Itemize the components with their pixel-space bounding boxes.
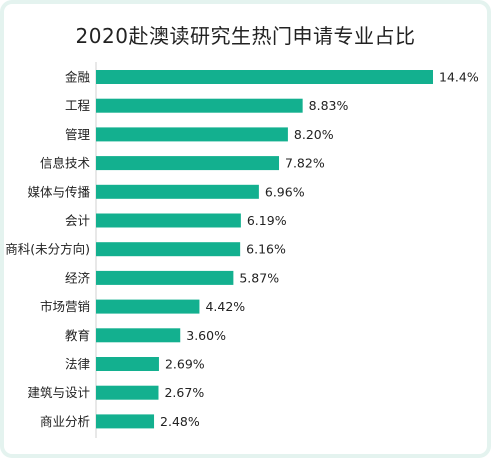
- data-label: 2.69%: [165, 357, 205, 372]
- category-label: 管理: [65, 127, 91, 142]
- bar: [96, 127, 288, 142]
- data-label: 6.96%: [265, 184, 305, 199]
- category-label: 工程: [65, 98, 91, 113]
- data-label: 2.48%: [160, 414, 200, 429]
- category-label: 市场营销: [40, 299, 90, 314]
- data-label: 8.83%: [309, 98, 349, 113]
- category-label: 金融: [65, 70, 91, 85]
- category-label: 建筑与设计: [27, 385, 90, 400]
- bar: [96, 414, 155, 429]
- data-label: 3.60%: [186, 328, 226, 343]
- data-label: 7.82%: [285, 156, 325, 171]
- category-label: 会计: [65, 213, 90, 228]
- bar: [96, 299, 200, 314]
- data-label: 6.19%: [247, 213, 287, 228]
- bar: [96, 70, 433, 84]
- category-label: 媒体与传播: [27, 184, 90, 199]
- bar: [96, 385, 159, 400]
- category-label: 商业分析: [40, 414, 90, 429]
- bar: [96, 156, 280, 171]
- category-label: 法律: [65, 357, 90, 372]
- category-label: 信息技术: [40, 156, 91, 171]
- data-label: 14.4%: [439, 70, 479, 85]
- category-label: 商科(未分方向): [5, 242, 90, 257]
- bar: [96, 270, 234, 285]
- bar: [96, 98, 303, 113]
- data-label: 6.16%: [246, 242, 286, 257]
- category-label: 经济: [65, 270, 91, 285]
- data-label: 5.87%: [239, 270, 279, 285]
- bar: [96, 184, 259, 199]
- chart-title: 2020赴澳读研究生热门申请专业占比: [75, 24, 416, 48]
- bar: [96, 242, 241, 257]
- data-label: 2.67%: [164, 385, 204, 400]
- bar: [96, 213, 241, 228]
- category-label: 教育: [65, 328, 90, 343]
- bar: [96, 357, 159, 371]
- bar: [96, 328, 181, 343]
- data-label: 4.42%: [205, 299, 245, 314]
- data-label: 8.20%: [294, 127, 334, 142]
